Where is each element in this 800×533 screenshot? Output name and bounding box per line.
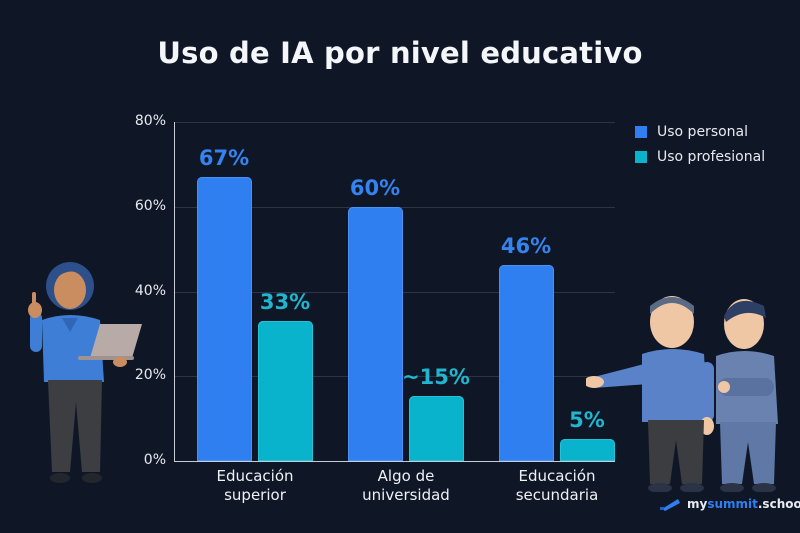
y-tick-40: 40%	[134, 283, 166, 299]
x-label-algo-de-universidad: Algo de universidad	[331, 467, 481, 505]
x-label-educacion-superior: Educación superior	[180, 467, 330, 505]
bar-profesional-educacion-secundaria	[560, 439, 615, 461]
x-label-line2: secundaria	[515, 486, 599, 504]
x-label-line1: Educación	[518, 467, 596, 485]
value-label-profesional-algo-de-universidad: ~15%	[402, 365, 470, 389]
bar-personal-educacion-superior	[197, 177, 252, 461]
bar-personal-algo-de-universidad	[348, 207, 403, 461]
brand-text-summit: summit	[707, 497, 758, 511]
x-label-line1: Algo de	[377, 467, 435, 485]
legend-item-uso-profesional: Uso profesional	[635, 144, 765, 169]
legend-swatch-profesional-icon	[635, 150, 647, 163]
x-label-line2: universidad	[362, 486, 450, 504]
bar-profesional-educacion-superior	[258, 321, 313, 461]
y-tick-0: 0%	[143, 452, 166, 468]
telescope-icon	[660, 499, 680, 511]
y-tick-20: 20%	[134, 367, 166, 383]
bar-profesional-algo-de-universidad	[409, 396, 464, 461]
x-label-line2: superior	[224, 486, 286, 504]
value-label-personal-educacion-superior: 67%	[198, 146, 250, 170]
x-label-line1: Educación	[216, 467, 294, 485]
x-label-educacion-secundaria: Educación secundaria	[482, 467, 632, 505]
two-men-illustration	[586, 296, 778, 492]
value-label-personal-educacion-secundaria: 46%	[500, 234, 552, 258]
legend: Uso personal Uso profesional	[635, 119, 765, 169]
y-axis	[174, 122, 175, 462]
y-tick-80: 80%	[134, 113, 166, 129]
gridline-80	[174, 122, 615, 123]
brand-text-my: my	[687, 497, 708, 511]
value-label-profesional-educacion-superior: 33%	[259, 290, 311, 314]
brand-text-school: .school	[757, 497, 800, 511]
x-axis	[174, 461, 615, 462]
woman-with-laptop-illustration	[28, 262, 142, 483]
legend-label: Uso profesional	[657, 148, 766, 165]
value-label-personal-algo-de-universidad: 60%	[349, 176, 401, 200]
value-label-profesional-educacion-secundaria: 5%	[569, 408, 605, 432]
legend-label: Uso personal	[657, 123, 749, 140]
chart-title: Uso de IA por nivel educativo	[157, 36, 643, 70]
y-tick-60: 60%	[134, 198, 166, 214]
legend-item-uso-personal: Uso personal	[635, 119, 765, 144]
legend-swatch-personal-icon	[635, 125, 647, 138]
bar-personal-educacion-secundaria	[499, 265, 554, 461]
